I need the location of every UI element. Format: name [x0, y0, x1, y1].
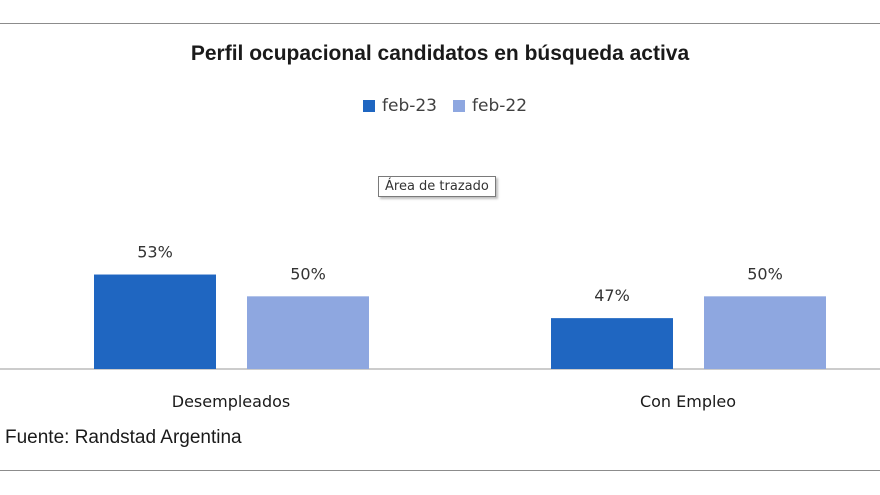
legend-item-series-1: feb-23 [363, 96, 437, 116]
bar-2-2[interactable] [704, 296, 826, 369]
data-label-1-2: 47% [594, 286, 630, 305]
legend-label-series-2: feb-22 [472, 96, 528, 116]
plot-area-tooltip: Área de trazado [378, 176, 496, 197]
bar-1-1[interactable] [94, 274, 216, 369]
data-label-2-1: 50% [290, 264, 326, 283]
legend-swatch-series-1 [363, 100, 375, 112]
top-border [0, 23, 880, 24]
source-note: Fuente: Randstad Argentina [5, 427, 242, 448]
category-label-1: Desempleados [172, 392, 290, 411]
legend-label-series-1: feb-23 [382, 96, 438, 116]
data-label-1-1: 53% [137, 243, 173, 262]
legend-item-series-2: feb-22 [453, 96, 527, 116]
bottom-border [0, 470, 880, 471]
bar-1-2[interactable] [551, 318, 673, 369]
category-label-2: Con Empleo [640, 392, 736, 411]
legend-swatch-series-2 [453, 100, 466, 112]
legend: feb-23 feb-22 [363, 96, 543, 116]
chart-title: Perfil ocupacional candidatos en búsqued… [190, 42, 690, 65]
data-label-2-2: 50% [747, 264, 783, 283]
bar-2-1[interactable] [247, 296, 369, 369]
